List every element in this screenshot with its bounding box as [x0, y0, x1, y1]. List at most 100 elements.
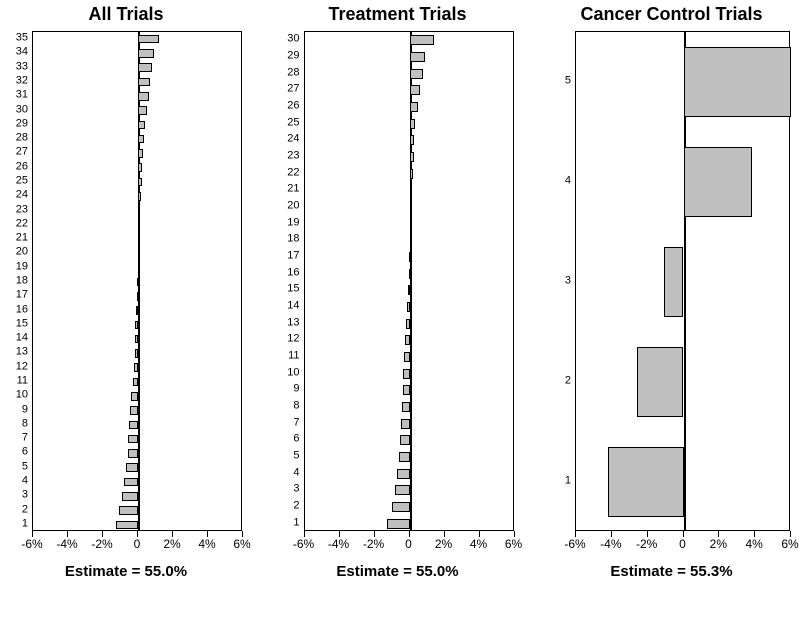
y-tick-label: 4: [22, 476, 28, 487]
bar: [137, 292, 139, 301]
bar: [401, 419, 410, 429]
y-tick-label: 11: [288, 351, 299, 362]
bar: [129, 421, 138, 430]
y-tick-label: 30: [16, 104, 28, 115]
y-tick-label: 5: [22, 461, 28, 472]
bar: [405, 335, 409, 345]
chart-wrap: 1234567891011121314151617181920212223242…: [10, 31, 242, 553]
bar: [138, 92, 149, 101]
bar: [138, 135, 144, 144]
bar: [128, 449, 139, 458]
y-tick-label: 33: [16, 61, 28, 72]
y-tick-label: 15: [16, 318, 28, 329]
y-axis-labels: 1234567891011121314151617181920212223242…: [282, 31, 304, 531]
chart-wrap: 12345-6%-4%-2%02%4%6%: [553, 31, 790, 553]
panel-all: All Trials123456789101112131415161718192…: [10, 4, 242, 580]
bar: [407, 302, 410, 312]
bar: [410, 102, 419, 112]
bar: [400, 435, 410, 445]
bar: [608, 447, 683, 517]
panel-treatment: Treatment Trials123456789101112131415161…: [282, 4, 514, 580]
y-tick-label: 27: [287, 84, 299, 95]
y-tick-label: 15: [287, 284, 299, 295]
bar: [684, 47, 792, 117]
y-tick-label: 14: [287, 301, 299, 312]
x-tick-label: 6%: [233, 537, 250, 551]
y-tick-label: 1: [22, 518, 28, 529]
y-tick-label: 10: [287, 367, 299, 378]
estimate-label: Estimate = 55.0%: [65, 563, 187, 580]
y-tick-label: 18: [16, 276, 28, 287]
y-tick-label: 29: [287, 51, 299, 62]
bar: [133, 378, 138, 387]
y-tick-label: 34: [16, 47, 28, 58]
bar: [124, 478, 138, 487]
bar: [130, 406, 138, 415]
y-tick-label: 13: [287, 317, 299, 328]
y-tick-label: 1: [293, 517, 299, 528]
bar: [410, 85, 421, 95]
x-tick-label: -2%: [363, 537, 384, 551]
y-tick-label: 19: [287, 217, 299, 228]
x-tick-label: 6%: [781, 537, 798, 551]
y-tick-label: 4: [565, 176, 571, 187]
estimate-label: Estimate = 55.3%: [610, 563, 732, 580]
y-tick-label: 8: [293, 401, 299, 412]
bar: [409, 269, 411, 279]
bar: [403, 385, 410, 395]
y-tick-label: 7: [22, 433, 28, 444]
x-tick-label: 2%: [163, 537, 180, 551]
bar: [137, 278, 139, 287]
x-tick-label: 2%: [435, 537, 452, 551]
bar: [404, 352, 409, 362]
x-tick-label: -6%: [293, 537, 314, 551]
bar: [397, 469, 409, 479]
y-tick-label: 2: [22, 504, 28, 515]
y-tick-label: 3: [22, 490, 28, 501]
y-tick-label: 3: [565, 276, 571, 287]
y-tick-label: 12: [287, 334, 299, 345]
bar: [138, 49, 154, 58]
y-tick-label: 24: [287, 134, 299, 145]
y-tick-label: 26: [287, 101, 299, 112]
x-tick-label: 0: [134, 537, 141, 551]
y-tick-label: 22: [16, 218, 28, 229]
bar: [410, 169, 414, 179]
panel-cancer: Cancer Control Trials12345-6%-4%-2%02%4%…: [553, 4, 790, 580]
bar: [410, 35, 435, 45]
bar: [410, 235, 412, 245]
y-tick-label: 35: [16, 33, 28, 44]
bar: [409, 252, 411, 262]
bar: [410, 219, 412, 229]
bar: [116, 521, 138, 530]
bar: [408, 285, 410, 295]
y-tick-label: 1: [565, 476, 571, 487]
bar: [403, 369, 409, 379]
y-tick-label: 17: [287, 251, 299, 262]
bar: [664, 247, 684, 317]
y-tick-label: 2: [565, 376, 571, 387]
y-tick-label: 2: [293, 501, 299, 512]
bar: [138, 149, 143, 158]
y-tick-label: 22: [287, 167, 299, 178]
y-tick-label: 20: [287, 201, 299, 212]
y-tick-label: 32: [16, 76, 28, 87]
y-tick-label: 31: [16, 90, 28, 101]
x-tick-label: -4%: [328, 537, 349, 551]
bar: [126, 463, 138, 472]
estimate-label: Estimate = 55.0%: [336, 563, 458, 580]
bar: [138, 106, 147, 115]
y-tick-label: 7: [293, 417, 299, 428]
x-tick-label: -6%: [564, 537, 585, 551]
x-tick-label: 2%: [710, 537, 727, 551]
y-tick-label: 28: [16, 133, 28, 144]
y-tick-label: 21: [16, 233, 28, 244]
chart-area: [304, 31, 514, 531]
bar: [410, 69, 423, 79]
y-tick-label: 6: [22, 447, 28, 458]
x-tick-label: 4%: [745, 537, 762, 551]
y-tick-label: 12: [16, 361, 28, 372]
x-tick-label: -4%: [56, 537, 77, 551]
bar: [131, 392, 138, 401]
y-tick-label: 25: [16, 176, 28, 187]
